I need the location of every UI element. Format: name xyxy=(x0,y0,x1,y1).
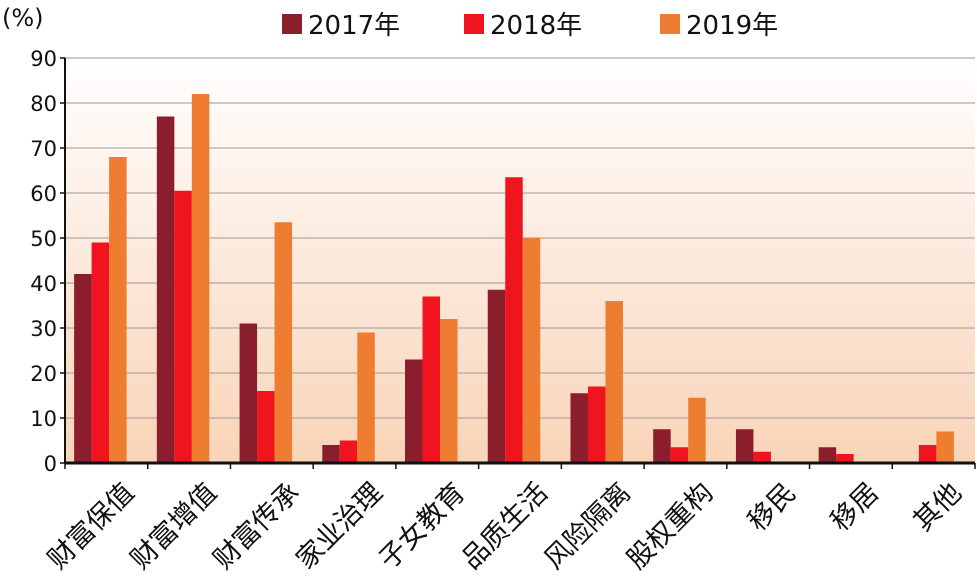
bar xyxy=(239,323,258,463)
bar xyxy=(505,177,523,463)
bar xyxy=(422,296,441,463)
bar xyxy=(936,431,954,463)
bars xyxy=(74,94,954,463)
bar xyxy=(836,454,854,463)
bar xyxy=(440,319,458,463)
legend: 2017年 2018年 2019年 xyxy=(282,11,778,41)
legend-swatch xyxy=(282,14,302,34)
bar xyxy=(405,359,423,463)
bar xyxy=(587,386,606,463)
bar xyxy=(605,301,623,463)
legend-swatch xyxy=(464,14,484,34)
y-tick-label: 10 xyxy=(30,407,57,431)
y-tick-label: 50 xyxy=(30,227,57,251)
y-tick-label: 70 xyxy=(30,137,57,161)
y-tick-label: 40 xyxy=(30,272,57,296)
x-category-label: 财富保值 xyxy=(42,477,140,575)
bar xyxy=(653,429,671,463)
x-category-label: 其他 xyxy=(908,477,968,537)
y-tick-label: 0 xyxy=(44,452,57,476)
bar xyxy=(918,445,937,463)
bar xyxy=(274,222,293,463)
x-category-label: 移民 xyxy=(742,477,802,537)
y-tick-label: 20 xyxy=(30,362,57,386)
bar xyxy=(339,440,358,463)
bar xyxy=(735,429,754,463)
bar xyxy=(357,332,375,463)
x-category-label: 移居 xyxy=(825,477,885,537)
bar xyxy=(570,393,588,463)
bar xyxy=(91,242,110,463)
bar xyxy=(487,289,506,463)
y-tick-label: 30 xyxy=(30,317,57,341)
bar xyxy=(818,447,837,463)
bar xyxy=(74,274,92,463)
x-category-label: 家业治理 xyxy=(290,477,388,575)
bar xyxy=(670,447,689,463)
bar xyxy=(174,190,192,463)
x-category-label: 财富增值 xyxy=(125,477,223,575)
bar xyxy=(322,445,340,463)
axes xyxy=(64,58,976,469)
y-axis-unit-label: (%) xyxy=(2,4,44,32)
x-category-label: 品质生活 xyxy=(456,477,554,575)
bar xyxy=(191,94,210,463)
legend-label: 2017年 xyxy=(308,11,400,41)
y-tick-label: 60 xyxy=(30,182,57,206)
bar xyxy=(688,397,706,463)
y-tick-label: 80 xyxy=(30,92,57,116)
legend-label: 2018年 xyxy=(490,11,582,41)
x-category-label: 风险隔离 xyxy=(539,477,637,575)
y-tick-labels: 0 10 20 30 40 50 60 70 80 90 xyxy=(30,47,65,476)
bar xyxy=(109,157,127,463)
bar xyxy=(156,116,175,463)
legend-label: 2019年 xyxy=(686,11,778,41)
y-tick-label: 90 xyxy=(30,47,57,71)
x-category-label: 股权重构 xyxy=(621,477,719,575)
x-category-label: 财富传承 xyxy=(208,477,306,575)
bar xyxy=(753,451,771,463)
bar xyxy=(522,238,541,463)
legend-swatch xyxy=(660,14,680,34)
x-category-label: 子女教育 xyxy=(373,477,471,575)
bar xyxy=(257,391,275,463)
